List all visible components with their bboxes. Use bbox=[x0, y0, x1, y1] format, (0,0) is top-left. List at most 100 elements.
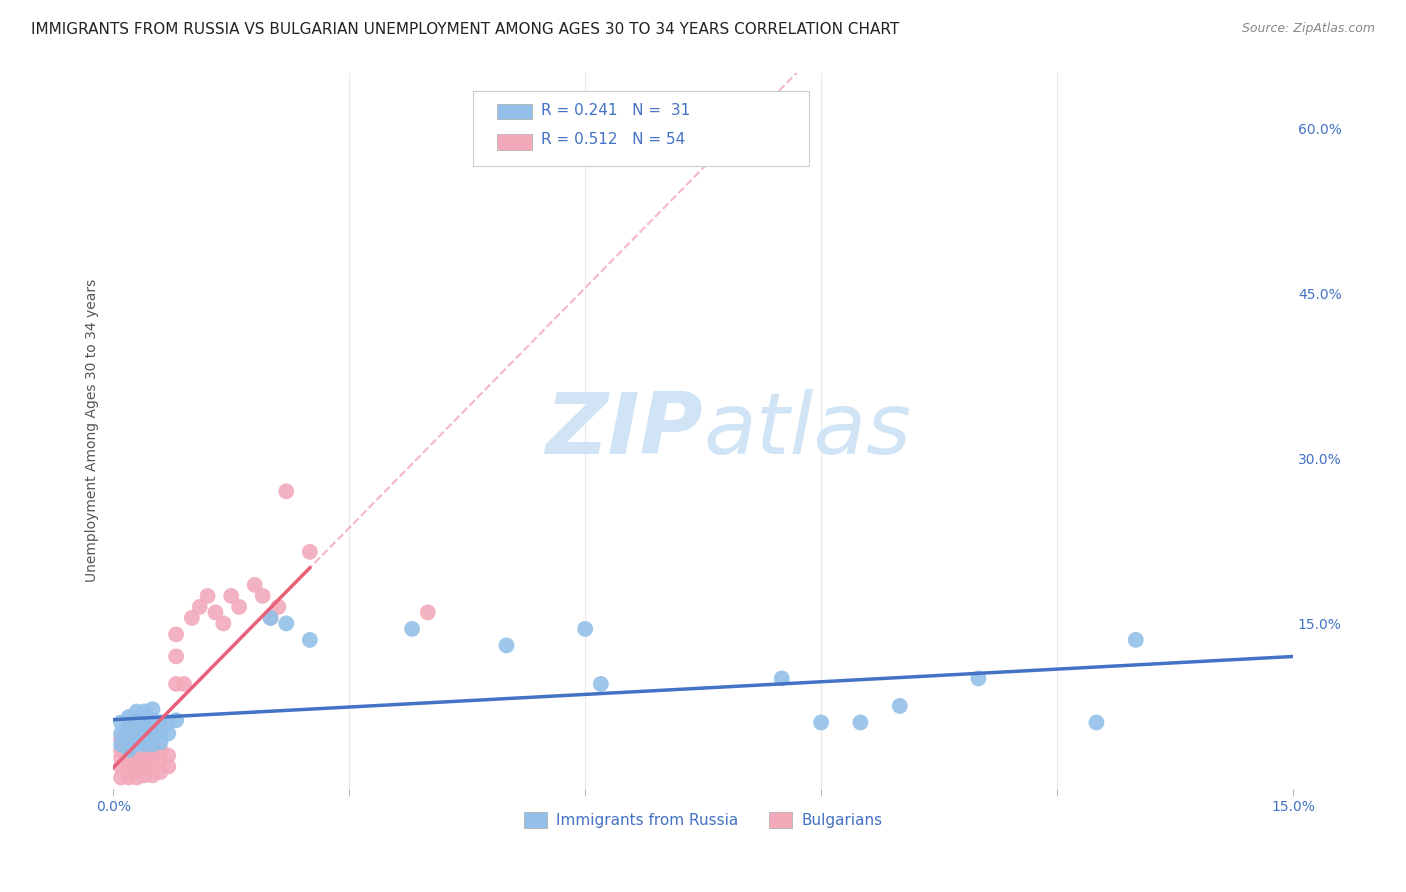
Text: R = 0.512   N = 54: R = 0.512 N = 54 bbox=[541, 132, 686, 147]
Point bbox=[149, 764, 172, 779]
Point bbox=[165, 713, 187, 727]
Point bbox=[125, 705, 148, 719]
Point bbox=[118, 743, 141, 757]
Point bbox=[157, 715, 180, 730]
Point bbox=[134, 759, 156, 773]
Point bbox=[134, 743, 156, 757]
Point bbox=[141, 726, 163, 740]
Point bbox=[188, 599, 211, 614]
Point bbox=[495, 639, 517, 653]
Point bbox=[204, 606, 226, 620]
Point bbox=[141, 735, 163, 749]
Point bbox=[125, 715, 148, 730]
Point bbox=[141, 713, 163, 727]
Point bbox=[125, 738, 148, 752]
Point bbox=[110, 759, 132, 773]
Point bbox=[157, 726, 180, 740]
Point bbox=[134, 738, 156, 752]
Point bbox=[219, 589, 242, 603]
Point bbox=[118, 715, 141, 730]
Point bbox=[416, 606, 439, 620]
Point bbox=[141, 721, 163, 735]
Point bbox=[125, 771, 148, 785]
Point bbox=[125, 715, 148, 730]
Point bbox=[149, 735, 172, 749]
Point bbox=[118, 721, 141, 735]
FancyBboxPatch shape bbox=[496, 134, 531, 150]
Point bbox=[149, 743, 172, 757]
Point bbox=[141, 750, 163, 764]
Point bbox=[157, 748, 180, 763]
Point bbox=[125, 738, 148, 752]
Y-axis label: Unemployment Among Ages 30 to 34 years: Unemployment Among Ages 30 to 34 years bbox=[86, 279, 100, 582]
Point bbox=[110, 750, 132, 764]
Point bbox=[118, 710, 141, 724]
Point bbox=[574, 622, 596, 636]
Point bbox=[134, 705, 156, 719]
Point bbox=[125, 726, 148, 740]
Point bbox=[298, 545, 321, 559]
Point bbox=[967, 672, 990, 686]
Point bbox=[134, 721, 156, 735]
Point bbox=[118, 747, 141, 761]
Point bbox=[141, 768, 163, 782]
Point bbox=[165, 649, 187, 664]
Text: atlas: atlas bbox=[703, 389, 911, 472]
FancyBboxPatch shape bbox=[472, 91, 810, 166]
Point bbox=[110, 738, 132, 752]
Point bbox=[180, 611, 202, 625]
Point bbox=[125, 747, 148, 761]
Text: Source: ZipAtlas.com: Source: ZipAtlas.com bbox=[1241, 22, 1375, 36]
Point bbox=[589, 677, 612, 691]
Point bbox=[125, 754, 148, 768]
Text: ZIP: ZIP bbox=[546, 389, 703, 472]
Point bbox=[165, 627, 187, 641]
Point bbox=[267, 599, 290, 614]
Point bbox=[1125, 632, 1147, 647]
Point bbox=[110, 731, 132, 746]
Point bbox=[134, 735, 156, 749]
Point bbox=[141, 743, 163, 757]
Point bbox=[770, 672, 793, 686]
Point bbox=[259, 611, 281, 625]
Point bbox=[118, 724, 141, 739]
Legend: Immigrants from Russia, Bulgarians: Immigrants from Russia, Bulgarians bbox=[517, 806, 889, 835]
Point bbox=[149, 724, 172, 739]
Point bbox=[134, 724, 156, 739]
Point bbox=[810, 715, 832, 730]
Point bbox=[110, 743, 132, 757]
Point bbox=[110, 726, 132, 740]
Point bbox=[110, 771, 132, 785]
Point bbox=[212, 616, 235, 631]
FancyBboxPatch shape bbox=[496, 103, 531, 120]
Point bbox=[165, 677, 187, 691]
Point bbox=[889, 698, 911, 713]
Point bbox=[298, 632, 321, 647]
Point bbox=[118, 735, 141, 749]
Point bbox=[276, 616, 298, 631]
Point bbox=[118, 754, 141, 768]
Point bbox=[141, 738, 163, 752]
Point bbox=[401, 622, 423, 636]
Text: IMMIGRANTS FROM RUSSIA VS BULGARIAN UNEMPLOYMENT AMONG AGES 30 TO 34 YEARS CORRE: IMMIGRANTS FROM RUSSIA VS BULGARIAN UNEM… bbox=[31, 22, 900, 37]
Point bbox=[197, 589, 219, 603]
Point bbox=[157, 759, 180, 773]
Point bbox=[118, 731, 141, 746]
Point bbox=[243, 578, 266, 592]
Point bbox=[125, 726, 148, 740]
Point bbox=[849, 715, 872, 730]
Point bbox=[134, 729, 156, 743]
Point bbox=[125, 762, 148, 776]
Point bbox=[173, 677, 195, 691]
Point bbox=[252, 589, 274, 603]
Point bbox=[118, 762, 141, 776]
Point bbox=[110, 715, 132, 730]
Point bbox=[118, 771, 141, 785]
Text: R = 0.241   N =  31: R = 0.241 N = 31 bbox=[541, 103, 690, 119]
Point bbox=[134, 713, 156, 727]
Point bbox=[276, 484, 298, 499]
Point bbox=[134, 750, 156, 764]
Point bbox=[141, 702, 163, 716]
Point bbox=[149, 754, 172, 768]
Point bbox=[141, 759, 163, 773]
